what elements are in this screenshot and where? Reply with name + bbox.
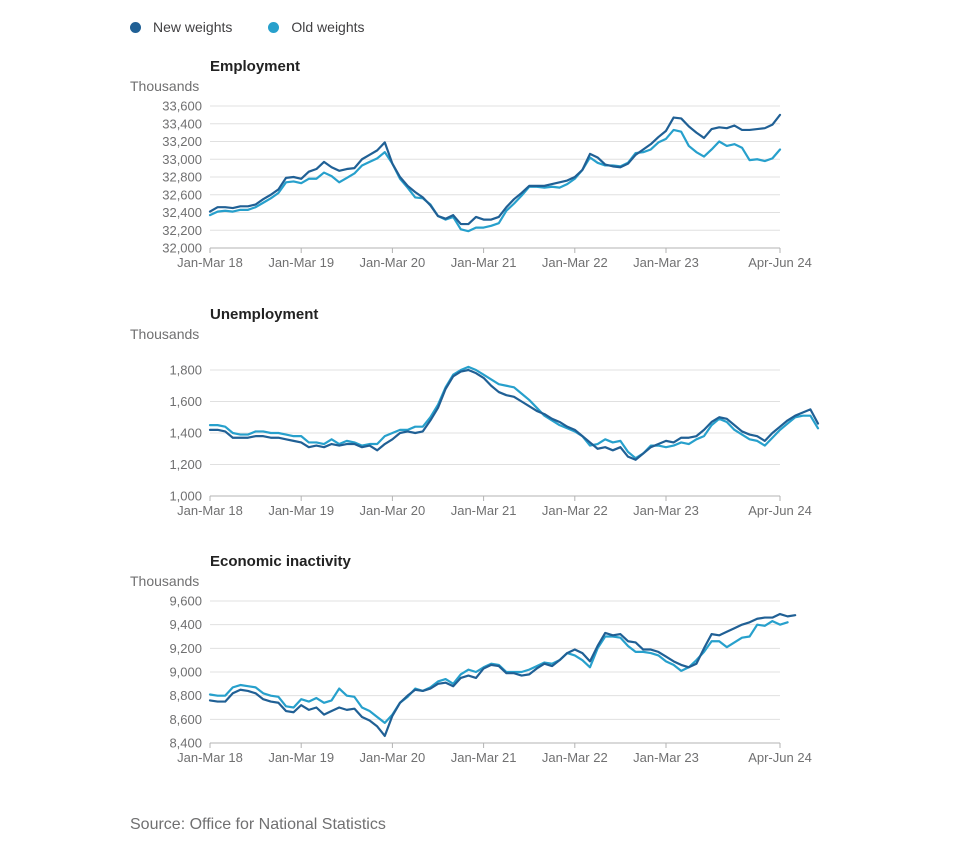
series-line-new-weights bbox=[208, 368, 820, 461]
x-tick-label: Jan-Mar 19 bbox=[268, 503, 334, 518]
x-tick-label: Jan-Mar 21 bbox=[451, 503, 517, 518]
y-tick-label: 8,800 bbox=[169, 688, 202, 703]
y-tick-label: 33,000 bbox=[162, 152, 202, 167]
legend: New weights Old weights bbox=[130, 17, 401, 37]
y-axis-label: Thousands bbox=[130, 326, 199, 342]
y-tick-label: 9,000 bbox=[169, 665, 202, 680]
y-tick-label: 9,400 bbox=[169, 617, 202, 632]
y-tick-label: 1,600 bbox=[169, 394, 202, 409]
y-tick-label: 32,400 bbox=[162, 205, 202, 220]
y-tick-label: 9,200 bbox=[169, 641, 202, 656]
series-line-new-weights bbox=[208, 113, 782, 226]
x-tick-label: Jan-Mar 20 bbox=[360, 255, 426, 270]
x-tick-label: Jan-Mar 21 bbox=[451, 750, 517, 765]
x-tick-label: Jan-Mar 22 bbox=[542, 750, 608, 765]
y-tick-label: 1,400 bbox=[169, 426, 202, 441]
chart-title: Economic inactivity bbox=[210, 553, 352, 570]
chart-3: Economic inactivity Thousands 8,400 8,600 8,… bbox=[130, 553, 812, 765]
x-tick-label: Jan-Mar 21 bbox=[451, 255, 517, 270]
x-tick-label: Jan-Mar 22 bbox=[542, 255, 608, 270]
y-tick-label: 33,600 bbox=[162, 99, 202, 114]
x-tick-label: Jan-Mar 18 bbox=[177, 255, 243, 270]
y-tick-label: 33,200 bbox=[162, 134, 202, 149]
legend-label-old-weights: Old weights bbox=[291, 19, 365, 35]
charts-container: Employment Thousands 32,000 32,200 32,400 32,… bbox=[130, 58, 820, 765]
y-tick-label: 32,000 bbox=[162, 241, 202, 256]
series-line-old-weights bbox=[208, 365, 820, 460]
x-tick-label: Jan-Mar 22 bbox=[542, 503, 608, 518]
x-tick-label: Jan-Mar 23 bbox=[633, 750, 699, 765]
chart-2: Unemployment Thousands 1,000 1,200 1,400 1,60… bbox=[130, 306, 820, 518]
legend-marker-old-weights bbox=[268, 21, 280, 33]
y-tick-label: 32,800 bbox=[162, 170, 202, 185]
y-tick-label: 1,000 bbox=[169, 489, 202, 504]
x-tick-label: Jan-Mar 18 bbox=[177, 503, 243, 518]
source-note: Source: Office for National Statistics bbox=[130, 816, 386, 833]
chart-title: Employment bbox=[210, 58, 300, 75]
y-tick-label: 32,200 bbox=[162, 223, 202, 238]
y-tick-label: 32,600 bbox=[162, 187, 202, 202]
x-tick-label: Jan-Mar 20 bbox=[360, 503, 426, 518]
legend-label-new-weights: New weights bbox=[153, 19, 233, 35]
x-tick-label: Apr-Jun 24 bbox=[748, 750, 812, 765]
y-tick-label: 9,600 bbox=[169, 594, 202, 609]
x-tick-label: Jan-Mar 19 bbox=[268, 750, 334, 765]
legend-marker-new-weights bbox=[130, 21, 141, 33]
y-tick-label: 8,400 bbox=[169, 736, 202, 751]
series-line-old-weights bbox=[208, 128, 782, 233]
x-tick-label: Jan-Mar 20 bbox=[360, 750, 426, 765]
y-tick-label: 33,400 bbox=[162, 116, 202, 131]
x-tick-label: Apr-Jun 24 bbox=[748, 503, 812, 518]
x-tick-label: Jan-Mar 23 bbox=[633, 255, 699, 270]
x-tick-label: Jan-Mar 19 bbox=[268, 255, 334, 270]
legend-item-old-weights[interactable]: Old weights bbox=[268, 19, 365, 35]
y-tick-label: 1,800 bbox=[169, 363, 202, 378]
y-tick-label: 8,600 bbox=[169, 712, 202, 727]
series-line-new-weights bbox=[208, 612, 797, 738]
x-tick-label: Jan-Mar 18 bbox=[177, 750, 243, 765]
legend-item-new-weights[interactable]: New weights bbox=[130, 19, 232, 35]
chart-1: Employment Thousands 32,000 32,200 32,400 32,… bbox=[130, 58, 812, 270]
x-tick-label: Jan-Mar 23 bbox=[633, 503, 699, 518]
y-axis-label: Thousands bbox=[130, 78, 199, 94]
x-tick-label: Apr-Jun 24 bbox=[748, 255, 812, 270]
y-axis-label: Thousands bbox=[130, 573, 199, 589]
chart-title: Unemployment bbox=[210, 306, 318, 323]
y-tick-label: 1,200 bbox=[169, 457, 202, 472]
